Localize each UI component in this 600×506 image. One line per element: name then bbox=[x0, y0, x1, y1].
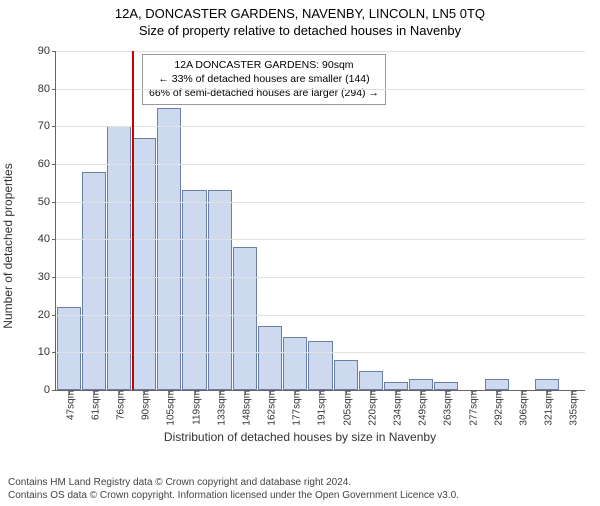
annotation-line: 12A DONCASTER GARDENS: 90sqm bbox=[149, 58, 379, 72]
bar-slot: 321sqm bbox=[535, 51, 560, 390]
bar-slot: 234sqm bbox=[383, 51, 408, 390]
x-tick: 133sqm bbox=[212, 390, 227, 426]
bar bbox=[208, 190, 232, 390]
bar-slot: 76sqm bbox=[106, 51, 131, 390]
y-tick: 80 bbox=[38, 83, 56, 95]
x-tick: 148sqm bbox=[237, 390, 252, 426]
x-tick: 263sqm bbox=[439, 390, 454, 426]
x-tick: 277sqm bbox=[464, 390, 479, 426]
y-tick: 40 bbox=[38, 233, 56, 245]
plot-area: 47sqm61sqm76sqm90sqm105sqm119sqm133sqm14… bbox=[55, 51, 585, 391]
bar bbox=[258, 326, 282, 390]
y-tick: 60 bbox=[38, 158, 56, 170]
bar bbox=[107, 126, 131, 390]
x-tick: 306sqm bbox=[514, 390, 529, 426]
y-axis-label: Number of detached properties bbox=[1, 81, 15, 246]
gridline bbox=[56, 126, 585, 127]
y-tick: 0 bbox=[44, 384, 56, 396]
x-tick: 47sqm bbox=[61, 390, 76, 420]
x-tick: 220sqm bbox=[363, 390, 378, 426]
bar bbox=[434, 382, 458, 390]
bar-slot: 47sqm bbox=[56, 51, 81, 390]
bar bbox=[233, 247, 257, 390]
bar bbox=[334, 360, 358, 390]
footer: Contains HM Land Registry data © Crown c… bbox=[8, 476, 459, 502]
x-tick: 105sqm bbox=[162, 390, 177, 426]
reference-line bbox=[132, 51, 134, 390]
y-tick: 10 bbox=[38, 346, 56, 358]
y-tick: 90 bbox=[38, 45, 56, 57]
bar-slot: 335sqm bbox=[560, 51, 585, 390]
x-axis-label: Distribution of detached houses by size … bbox=[0, 430, 600, 444]
bar bbox=[535, 379, 559, 390]
x-tick: 76sqm bbox=[111, 390, 126, 420]
bar bbox=[384, 382, 408, 390]
bar bbox=[409, 379, 433, 390]
gridline bbox=[56, 352, 585, 353]
x-tick: 234sqm bbox=[389, 390, 404, 426]
bar-slot: 277sqm bbox=[459, 51, 484, 390]
bar bbox=[57, 307, 81, 390]
title-block: 12A, DONCASTER GARDENS, NAVENBY, LINCOLN… bbox=[0, 6, 600, 38]
bar-slot: 61sqm bbox=[81, 51, 106, 390]
bar bbox=[283, 337, 307, 390]
x-tick: 177sqm bbox=[288, 390, 303, 426]
x-tick: 292sqm bbox=[489, 390, 504, 426]
x-tick: 205sqm bbox=[338, 390, 353, 426]
bar-slot: 249sqm bbox=[409, 51, 434, 390]
x-tick: 249sqm bbox=[414, 390, 429, 426]
bar-slot: 306sqm bbox=[509, 51, 534, 390]
gridline bbox=[56, 164, 585, 165]
title-sub: Size of property relative to detached ho… bbox=[0, 23, 600, 38]
gridline bbox=[56, 277, 585, 278]
bar-slot: 292sqm bbox=[484, 51, 509, 390]
x-tick: 119sqm bbox=[187, 390, 202, 425]
x-tick: 191sqm bbox=[313, 390, 328, 426]
bar-slot: 263sqm bbox=[434, 51, 459, 390]
bar bbox=[359, 371, 383, 390]
y-tick: 30 bbox=[38, 271, 56, 283]
gridline bbox=[56, 315, 585, 316]
chart: Number of detached properties 47sqm61sqm… bbox=[0, 46, 600, 446]
bar bbox=[485, 379, 509, 390]
gridline bbox=[56, 89, 585, 90]
bar bbox=[82, 172, 106, 390]
annotation-line: ← 33% of detached houses are smaller (14… bbox=[149, 72, 379, 86]
footer-line-2: Contains OS data © Crown copyright. Info… bbox=[8, 489, 459, 502]
footer-line-1: Contains HM Land Registry data © Crown c… bbox=[8, 476, 459, 489]
title-main: 12A, DONCASTER GARDENS, NAVENBY, LINCOLN… bbox=[0, 6, 600, 21]
y-tick: 20 bbox=[38, 309, 56, 321]
bar bbox=[308, 341, 332, 390]
bar bbox=[157, 108, 181, 391]
gridline bbox=[56, 202, 585, 203]
x-tick: 335sqm bbox=[565, 390, 580, 426]
x-tick: 162sqm bbox=[263, 390, 278, 426]
bar bbox=[182, 190, 206, 390]
x-tick: 90sqm bbox=[137, 390, 152, 420]
gridline bbox=[56, 239, 585, 240]
y-tick: 50 bbox=[38, 196, 56, 208]
x-tick: 61sqm bbox=[86, 390, 101, 420]
y-tick: 70 bbox=[38, 120, 56, 132]
x-tick: 321sqm bbox=[540, 390, 555, 426]
gridline bbox=[56, 51, 585, 52]
annotation-box: 12A DONCASTER GARDENS: 90sqm← 33% of det… bbox=[142, 54, 386, 105]
